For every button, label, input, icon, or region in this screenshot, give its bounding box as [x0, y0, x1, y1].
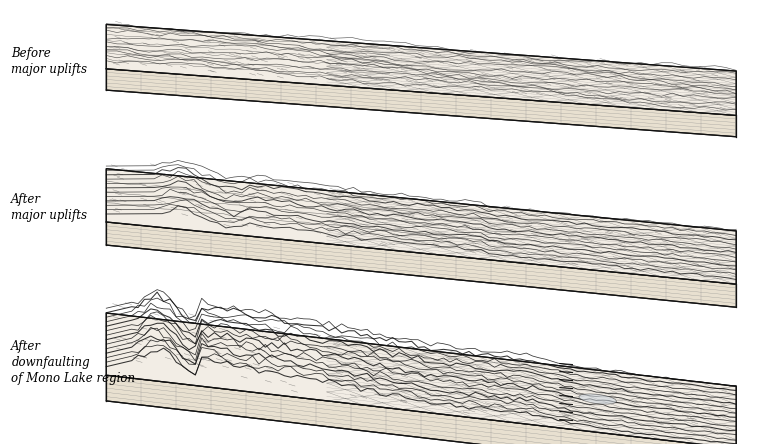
- Polygon shape: [579, 394, 616, 404]
- Polygon shape: [106, 69, 736, 137]
- Text: After
major uplifts: After major uplifts: [11, 193, 87, 222]
- Polygon shape: [106, 222, 736, 307]
- Polygon shape: [106, 24, 736, 115]
- Text: After
downfaulting
of Mono Lake region: After downfaulting of Mono Lake region: [11, 340, 136, 385]
- Polygon shape: [106, 375, 736, 444]
- Polygon shape: [106, 169, 736, 284]
- Text: Before
major uplifts: Before major uplifts: [11, 47, 87, 75]
- Polygon shape: [106, 313, 736, 444]
